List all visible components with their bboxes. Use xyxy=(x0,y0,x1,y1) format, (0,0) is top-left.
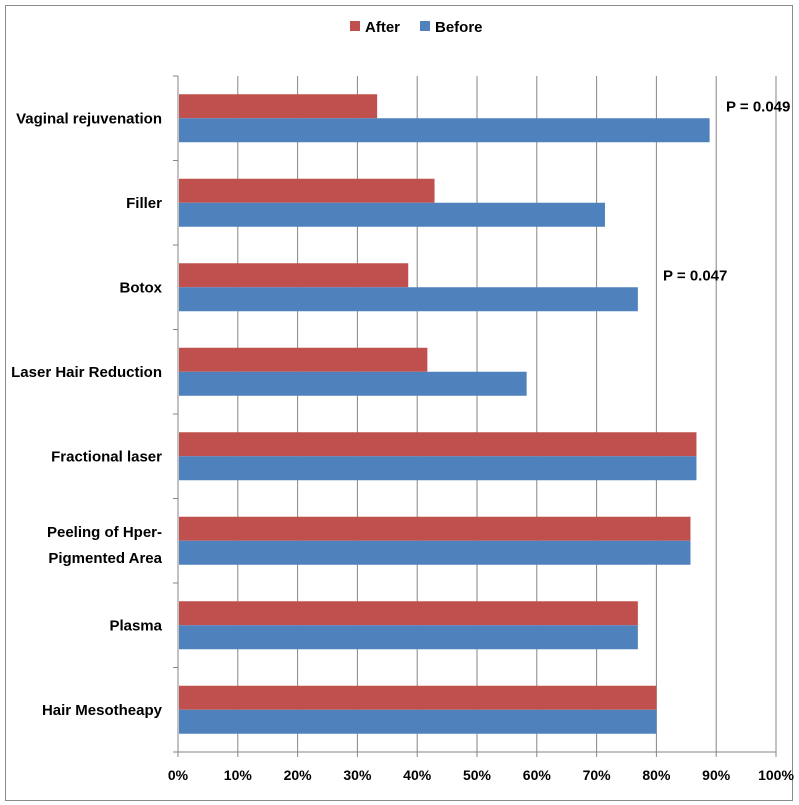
bar-before-filler xyxy=(179,202,605,227)
y-category-label: Laser Hair Reduction xyxy=(11,364,162,381)
y-category-label: Hair Mesotheapy xyxy=(42,702,163,719)
bar-after-fractional-laser xyxy=(179,432,697,457)
y-category-label: Filler xyxy=(126,195,162,212)
x-tick-label: 40% xyxy=(403,767,432,783)
gridlines xyxy=(237,76,777,752)
annotations: P = 0.049 P = 0.047 xyxy=(663,98,790,284)
bar-before-hair-mesotheapy xyxy=(179,709,657,734)
labels: Vaginal rejuvenation Filler Botox Laser Hai… xyxy=(11,110,163,719)
x-tick-label: 10% xyxy=(224,767,253,783)
x-tick-label: 0% xyxy=(168,767,189,783)
bar-before-plasma xyxy=(179,625,638,650)
x-tick-label: 30% xyxy=(343,767,372,783)
x-tick-label: 70% xyxy=(583,767,612,783)
bar-after-peeling-of-hper-pigmented-area xyxy=(179,516,691,541)
p-value-annotation: P = 0.049 xyxy=(726,98,790,115)
y-category-label: Peeling of Hper-Pigmented Area xyxy=(47,524,163,567)
legend-label-before: Before xyxy=(435,19,483,36)
legend-swatch-before xyxy=(420,21,430,31)
y-category-label: Plasma xyxy=(109,617,162,634)
y-category-label: Fractional laser xyxy=(51,448,162,465)
legend-swatch-after xyxy=(350,21,360,31)
bar-after-filler xyxy=(179,178,435,203)
y-category-label: Vaginal rejuvenation xyxy=(16,110,162,127)
y-category-label: Botox xyxy=(120,279,163,296)
bar-before-fractional-laser xyxy=(179,456,697,481)
bar-after-laser-hair-reduction xyxy=(179,347,428,372)
legend-label-after: After xyxy=(365,19,400,36)
bar-after-hair-mesotheapy xyxy=(179,685,657,710)
bar-after-vaginal-rejuvenation xyxy=(179,94,378,119)
x-tick-label: 80% xyxy=(642,767,671,783)
axes: 0% 10% 20% 30% 40% 50% 60% 70% 80% 90% 100% xyxy=(168,75,794,783)
x-tick-label: 100% xyxy=(758,767,794,783)
x-tick-label: 50% xyxy=(463,767,492,783)
legend: After Before xyxy=(350,19,483,36)
x-tick-label: 90% xyxy=(702,767,731,783)
bar-before-vaginal-rejuvenation xyxy=(179,118,710,143)
bar-before-peeling-of-hper-pigmented-area xyxy=(179,540,691,565)
bar-before-botox xyxy=(179,287,638,312)
p-value-annotation: P = 0.047 xyxy=(663,267,727,284)
bar-after-plasma xyxy=(179,601,638,626)
x-tick-label: 20% xyxy=(284,767,313,783)
x-tick-label: 60% xyxy=(523,767,552,783)
bars xyxy=(179,94,710,734)
bar-after-botox xyxy=(179,263,409,288)
bar-before-laser-hair-reduction xyxy=(179,371,527,396)
